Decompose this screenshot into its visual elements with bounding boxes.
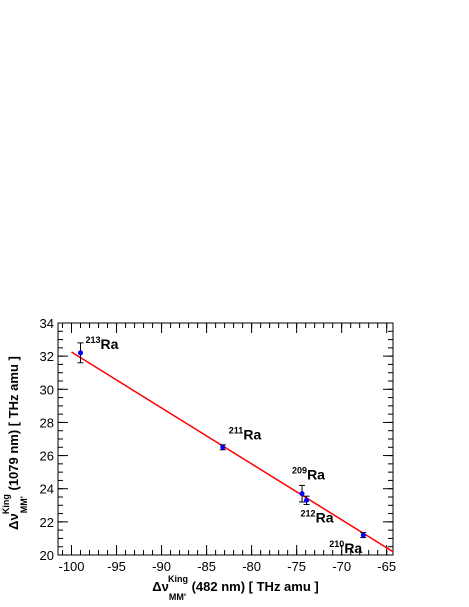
y-tick-label: 34 — [40, 316, 54, 331]
data-point — [219, 444, 226, 451]
point-labels: 213Ra 211Ra 209Ra 212Ra 210Ra — [86, 335, 363, 556]
data-point — [77, 342, 84, 364]
isotope-label: 212Ra — [301, 508, 334, 525]
data-points — [77, 342, 367, 539]
y-axis-label: ΔνMM'King (1079 nm) [ THz amu ] — [1, 356, 29, 530]
y-tick-label: 26 — [40, 449, 54, 464]
data-point — [303, 495, 310, 505]
point-marker — [220, 444, 226, 450]
isotope-label: 213Ra — [86, 335, 119, 352]
data-point — [299, 484, 306, 503]
x-axis-label: ΔνMM'King (482 nm) [ THz amu ] — [152, 574, 318, 602]
x-tick-label: -70 — [332, 559, 351, 574]
isotope-label: 209Ra — [292, 466, 325, 483]
x-tick-label: -65 — [377, 559, 396, 574]
point-marker — [304, 497, 310, 503]
point-marker — [299, 491, 305, 497]
point-marker — [360, 532, 366, 538]
x-tick-label: -75 — [287, 559, 306, 574]
x-tick-label: -100 — [58, 559, 84, 574]
isotope-label: 211Ra — [229, 425, 262, 442]
x-tick-label: -90 — [152, 559, 171, 574]
point-marker — [78, 350, 84, 356]
isotope-label: 210Ra — [329, 539, 362, 556]
y-tick-label: 28 — [40, 415, 54, 430]
x-tick-label: -95 — [107, 559, 126, 574]
y-tick-label: 32 — [40, 349, 54, 364]
axis-ticks — [58, 322, 393, 556]
y-tick-label: 24 — [40, 482, 54, 497]
data-point — [360, 532, 367, 539]
tick-labels: -100 -95 -90 -85 -80 -75 -70 -65 20 22 24 26 28 30 32 3… — [40, 316, 397, 574]
y-tick-label: 30 — [40, 382, 54, 397]
x-tick-label: -85 — [197, 559, 216, 574]
x-tick-label: -80 — [242, 559, 261, 574]
y-tick-label: 20 — [40, 548, 54, 563]
y-tick-label: 22 — [40, 515, 54, 530]
fit-line — [71, 351, 394, 553]
